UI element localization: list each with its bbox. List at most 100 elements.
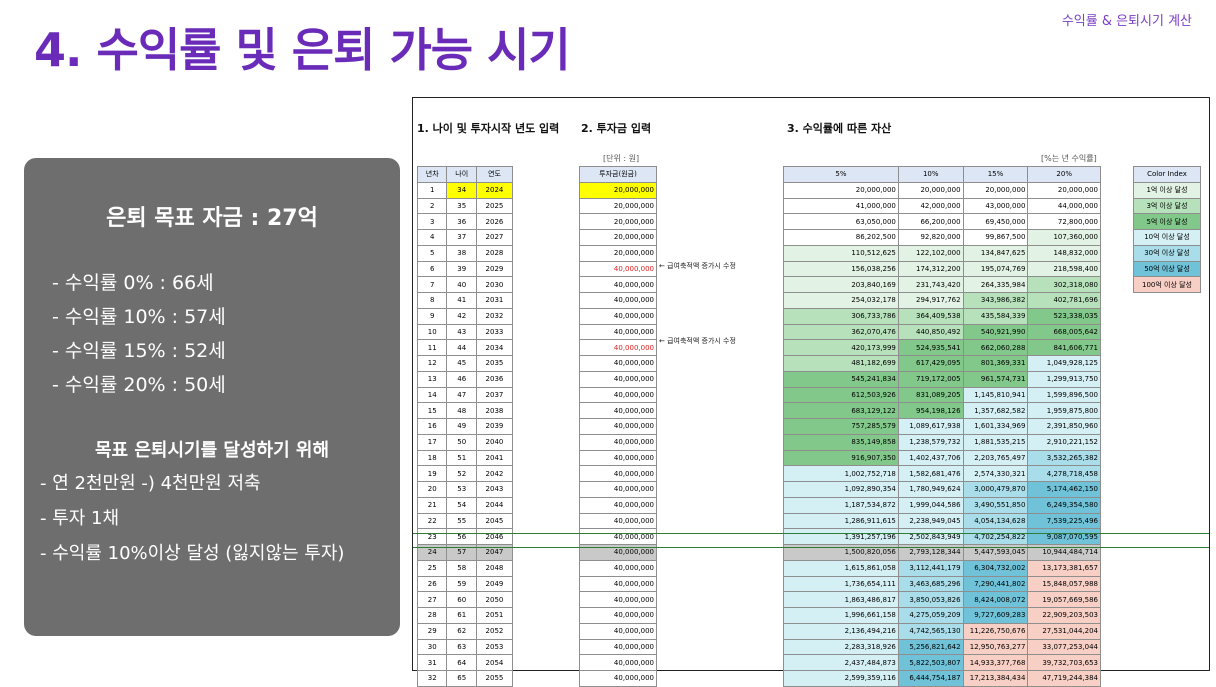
rate-item: - 수익률 10% : 57세 — [52, 306, 226, 328]
table-cell: 53 — [446, 481, 477, 498]
table-cell: 11,226,750,676 — [962, 622, 1029, 640]
table-cell: 1,996,661,158 — [783, 607, 899, 624]
table-cell: 29 — [416, 622, 448, 640]
investment-table: 투자금(원금) 20,000,000 20,000,000 20,000,000 20… — [579, 166, 657, 687]
table-row: 40,000,000 — [579, 544, 657, 561]
table-cell: 4,054,134,628 — [962, 512, 1029, 530]
table-cell: 48 — [446, 402, 477, 419]
table-row: 1,736,654,111 3,463,685,296 7,290,441,802 1… — [783, 575, 1101, 593]
table-cell: 2,910,221,152 — [1027, 433, 1101, 451]
table-cell: 40,000,000 — [579, 355, 657, 372]
table-cell: 26 — [416, 575, 448, 593]
legend-row: 5억 이상 달성 — [1133, 213, 1201, 230]
table-cell: 2049 — [475, 575, 514, 593]
legend-row: 100억 이상 달성 — [1133, 276, 1201, 293]
table-cell: 719,172,005 — [897, 370, 964, 388]
table-cell: 40,000,000 — [579, 638, 657, 656]
table-cell: 27 — [416, 591, 448, 608]
age-year-table: 년차 나이 연도 1 34 2024 2 35 2025 3 36 2026 4 37 2027 5 38… — [416, 166, 514, 687]
table-cell: 435,584,339 — [962, 307, 1029, 325]
table-row: 156,038,256 174,312,200 195,074,769 218,598… — [783, 260, 1101, 278]
legend-item: 50억 이상 달성 — [1133, 260, 1201, 278]
table-row: 481,182,699 617,429,095 801,369,331 1,049,9… — [783, 355, 1101, 372]
table-cell: 2 — [416, 197, 448, 215]
table-cell: 9,087,070,595 — [1027, 528, 1101, 545]
table-cell: 6,444,754,187 — [897, 670, 964, 687]
spreadsheet: 1. 나이 및 투자시작 년도 입력 2. 투자금 입력 3. 수익률에 따른 … — [412, 97, 1210, 687]
table-row: 420,173,999 524,935,541 662,060,288 841,606… — [783, 339, 1101, 356]
table-row: 86,202,500 92,820,000 99,867,500 107,360,00… — [783, 229, 1101, 246]
table-cell: 33,077,253,044 — [1027, 638, 1101, 656]
table-cell: 1,615,861,058 — [783, 559, 899, 577]
table-row: 20,000,000 20,000,000 20,000,000 20,000,000 — [783, 181, 1101, 199]
plan-item: - 투자 1채 — [40, 508, 120, 529]
table-cell: 668,005,642 — [1027, 323, 1101, 341]
table-cell: 1,145,810,941 — [962, 386, 1029, 404]
table-cell: 31 — [416, 654, 448, 671]
table-cell: 1,780,949,624 — [897, 481, 964, 498]
table-cell: 10,944,484,714 — [1027, 544, 1101, 561]
table-row: 9 42 2032 — [416, 307, 514, 325]
table-cell: 2047 — [475, 544, 514, 561]
col-header: 년차 — [416, 166, 448, 183]
table-cell: 18 — [416, 449, 448, 467]
table-cell: 51 — [446, 449, 477, 467]
table-cell: 40,000,000 — [579, 260, 657, 278]
table-cell: 20,000,000 — [962, 181, 1029, 199]
table-cell: 662,060,288 — [962, 339, 1029, 356]
color-index-legend: Color Index 1억 이상 달성 3억 이상 달성 5억 이상 달성 10억 … — [1133, 166, 1201, 293]
table-row: 15 48 2038 — [416, 402, 514, 419]
legend-item: 3억 이상 달성 — [1133, 197, 1201, 215]
table-cell: 4,275,059,209 — [897, 607, 964, 624]
table-cell: 1,238,579,732 — [897, 433, 964, 451]
table-cell: 7,539,225,496 — [1027, 512, 1101, 530]
table-cell: 66,200,000 — [897, 213, 964, 230]
table-cell: 40,000,000 — [579, 370, 657, 388]
table-cell: 14 — [416, 386, 448, 404]
table-cell: 63,050,000 — [783, 213, 899, 230]
table-cell: 2054 — [475, 654, 514, 671]
table-cell: 1,601,334,969 — [962, 418, 1029, 435]
table-row: 40,000,000 — [579, 591, 657, 608]
table-row: 1,500,820,056 2,793,128,344 5,447,593,045 1… — [783, 544, 1101, 561]
table-cell: 2032 — [475, 307, 514, 325]
table-row: 40,000,000 — [579, 449, 657, 467]
table-cell: 1,092,890,354 — [783, 481, 899, 498]
table-cell: 545,241,834 — [783, 370, 899, 388]
plan-list: - 연 2천만원 -) 4천만원 저축 - 투자 1채 - 수익률 10%이상 … — [40, 466, 344, 571]
table-cell: 6,249,354,580 — [1027, 496, 1101, 514]
table-cell: 57 — [446, 544, 477, 561]
table-cell: 683,129,122 — [783, 402, 899, 419]
table-cell: 1 — [416, 181, 448, 199]
table-cell: 24 — [416, 544, 448, 561]
table-cell: 294,917,762 — [897, 292, 964, 309]
table-cell: 92,820,000 — [897, 229, 964, 246]
table-row: 2,283,318,926 5,256,821,642 12,950,763,277… — [783, 638, 1101, 656]
section-3-title: 3. 수익률에 따른 자산 — [787, 122, 892, 135]
table-cell: 402,781,696 — [1027, 292, 1101, 309]
table-cell: 60 — [446, 591, 477, 608]
table-cell: 3,112,441,179 — [897, 559, 964, 577]
table-cell: 34 — [446, 181, 477, 199]
table-cell: 3,490,551,850 — [962, 496, 1029, 514]
table-row: 5 38 2028 — [416, 244, 514, 262]
table-row: 6 39 2029 — [416, 260, 514, 278]
col-header: 10% — [897, 166, 964, 183]
col-header: 연도 — [475, 166, 514, 183]
table-row: 254,032,178 294,917,762 343,986,382 402,781… — [783, 292, 1101, 309]
table-cell: 440,850,492 — [897, 323, 964, 341]
legend-item: 1억 이상 달성 — [1133, 181, 1201, 199]
table-cell: 1,881,535,215 — [962, 433, 1029, 451]
table-cell: 3 — [416, 213, 448, 230]
table-cell: 2039 — [475, 418, 514, 435]
table-row: 40,000,000 — [579, 528, 657, 545]
table-cell: 2031 — [475, 292, 514, 309]
table-cell: 5,822,503,807 — [897, 654, 964, 671]
table-cell: 831,089,205 — [897, 386, 964, 404]
section-tag: 수익률 & 은퇴시기 계산 — [1061, 14, 1192, 29]
table-cell: 801,369,331 — [962, 355, 1029, 372]
table-cell: 617,429,095 — [897, 355, 964, 372]
table-cell: 59 — [446, 575, 477, 593]
table-cell: 2030 — [475, 276, 514, 293]
table-row: 40,000,000 — [579, 638, 657, 656]
